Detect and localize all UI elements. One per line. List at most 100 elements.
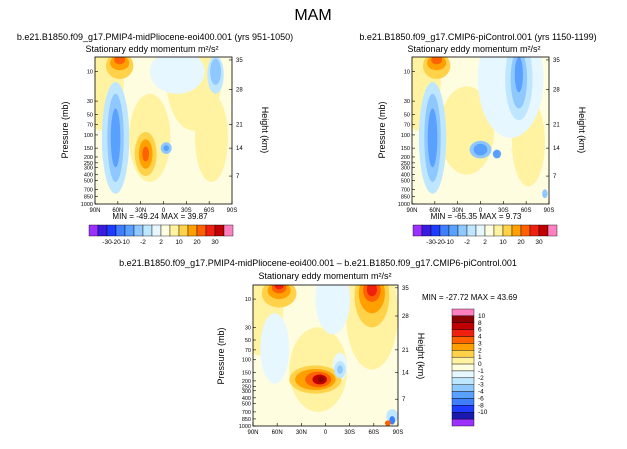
panel-right: b.e21.B1850.f09_g17.CMIP6-piControl.001 …	[359, 32, 596, 246]
right-colorbar-cell	[466, 224, 477, 237]
left-colorbar-label: -2	[140, 239, 146, 246]
right-contour-region	[492, 149, 502, 159]
left-colorbar-cell	[115, 224, 126, 237]
diff-x-tick-label: 60S	[368, 430, 379, 436]
left-colorbar-label: -10	[120, 239, 130, 246]
diff-contour-region	[366, 285, 377, 297]
diff-contour-region	[315, 285, 351, 335]
diff-y-tick-label: 70	[245, 348, 251, 354]
left-colorbar-label: 30	[211, 239, 219, 246]
left-colorbar-cell	[106, 224, 117, 237]
diff-colorbar-cell	[451, 343, 475, 351]
diff-colorbar-label: 10	[478, 313, 486, 320]
right-colorbar-label: 20	[517, 239, 525, 246]
left-colorbar-label: -20	[111, 239, 121, 246]
right-y2-tick-label: 35	[553, 58, 560, 64]
left-y-tick-label: 1000	[81, 202, 93, 208]
left-y-tick-label: 150	[84, 146, 93, 152]
right-title: Stationary eddy momentum m²/s²	[407, 44, 540, 54]
right-colorbar-cell	[502, 224, 513, 237]
left-ylabel: Pressure (mb)	[60, 101, 70, 158]
left-y-tick-label: 850	[84, 195, 93, 201]
right-colorbar-cell	[412, 224, 423, 237]
diff-y-tick-label: 700	[242, 410, 251, 416]
left-colorbar-cell	[169, 224, 180, 237]
right-y-tick-label: 70	[404, 123, 410, 129]
right-y-tick-label: 30	[404, 99, 410, 105]
left-colorbar-cell	[151, 224, 162, 237]
diff-y-tick-label: 400	[242, 396, 251, 402]
diff-colorbar-cell	[451, 412, 475, 420]
diff-y-tick-label: 10	[245, 297, 251, 303]
diff-axes: 90N 60N 30N 0 30S 60S 90S103050701001502002503…	[239, 286, 410, 436]
diff-colorbar-label: -8	[478, 402, 484, 409]
diff-colorbar-cell	[451, 336, 475, 344]
left-y2-tick-label: 7	[236, 174, 240, 180]
left-colorbar-cell	[124, 224, 135, 237]
left-y-tick-label: 10	[87, 70, 93, 76]
right-y-tick-label: 850	[401, 195, 410, 201]
right-contour-region	[514, 57, 523, 93]
right-colorbar-label: -20	[435, 239, 445, 246]
diff-colorbar-cell	[451, 363, 475, 372]
left-y2-tick-label: 28	[236, 87, 243, 93]
right-y-tick-label: 200	[401, 155, 410, 161]
left-contour-region	[142, 146, 150, 162]
diff-colorbar-cell	[451, 322, 475, 330]
diff-colorbar-label: 1	[478, 354, 482, 361]
diff-y2-tick-label: 28	[402, 314, 409, 320]
left-y-tick-label: 300	[84, 165, 93, 171]
diff-colorbar-label: 6	[478, 327, 482, 334]
panel-diff: b.e21.B1850.f09_g17.PMIP4-midPliocene-eo…	[119, 258, 518, 436]
left-contour-region	[149, 57, 205, 94]
diff-colorbar-cell	[451, 356, 475, 365]
diff-colorbar-cell	[451, 418, 475, 427]
diff-colorbar-cell	[451, 377, 475, 385]
left-colorbar-cell	[133, 224, 144, 237]
left-title: Stationary eddy momentum m²/s²	[85, 44, 218, 54]
diff-colorbar-cell	[451, 350, 475, 358]
diff-y2-tick-label: 35	[402, 286, 409, 292]
right-y-tick-label: 1000	[398, 202, 410, 208]
right-y-tick-label: 700	[401, 187, 410, 193]
right-colorbar-cell	[475, 224, 486, 237]
right-colorbar: -30 -20 -10 -2 2 10 20 30	[412, 224, 558, 246]
left-contour-region	[163, 145, 169, 152]
page-title: MAM	[294, 7, 331, 24]
diff-y-tick-label: 250	[242, 385, 251, 391]
right-contour-region	[542, 189, 548, 199]
right-contour-region	[431, 57, 443, 65]
diff-colorbar-label: 0	[478, 361, 482, 368]
right-contour-region	[473, 143, 488, 156]
left-colorbar-label: 2	[159, 239, 163, 246]
diff-header: b.e21.B1850.f09_g17.PMIP4-midPliocene-eo…	[119, 258, 517, 268]
diff-ylabel: Pressure (mb)	[216, 327, 226, 384]
left-axes: 90N 60N 30N 0 30S 60S 90S103050701001502002503…	[81, 58, 244, 214]
right-colorbar-cell	[547, 224, 558, 237]
diff-colorbar-label: -10	[478, 409, 488, 416]
right-y2label: Height (km)	[577, 107, 587, 154]
left-y-tick-label: 50	[87, 112, 93, 118]
diff-contour-region	[318, 376, 325, 383]
diff-contour-region	[384, 420, 391, 426]
diff-x-tick-label: 30S	[344, 430, 355, 436]
left-contour-region	[195, 93, 228, 182]
left-colorbar-label: 20	[193, 239, 201, 246]
diff-colorbar-cell	[451, 370, 475, 379]
diff-y2-tick-label: 21	[402, 348, 409, 354]
diff-stats: MIN = -27.72 MAX = 43.69	[422, 293, 518, 302]
diff-heatmap	[253, 285, 398, 426]
diff-contour-region	[274, 285, 284, 290]
panel-left: b.e21.B1850.f09_g17.PMIP4-midPliocene-eo…	[17, 32, 293, 246]
diff-colorbar-label: -3	[478, 382, 484, 389]
right-colorbar-label: 2	[483, 239, 487, 246]
right-colorbar-cell	[520, 224, 531, 237]
right-colorbar-label: -30	[426, 239, 436, 246]
diff-y-tick-label: 1000	[239, 424, 251, 430]
left-y-tick-label: 30	[87, 99, 93, 105]
right-colorbar-cell	[457, 224, 468, 237]
diff-colorbar-label: -1	[478, 368, 484, 375]
left-y-tick-label: 400	[84, 173, 93, 179]
